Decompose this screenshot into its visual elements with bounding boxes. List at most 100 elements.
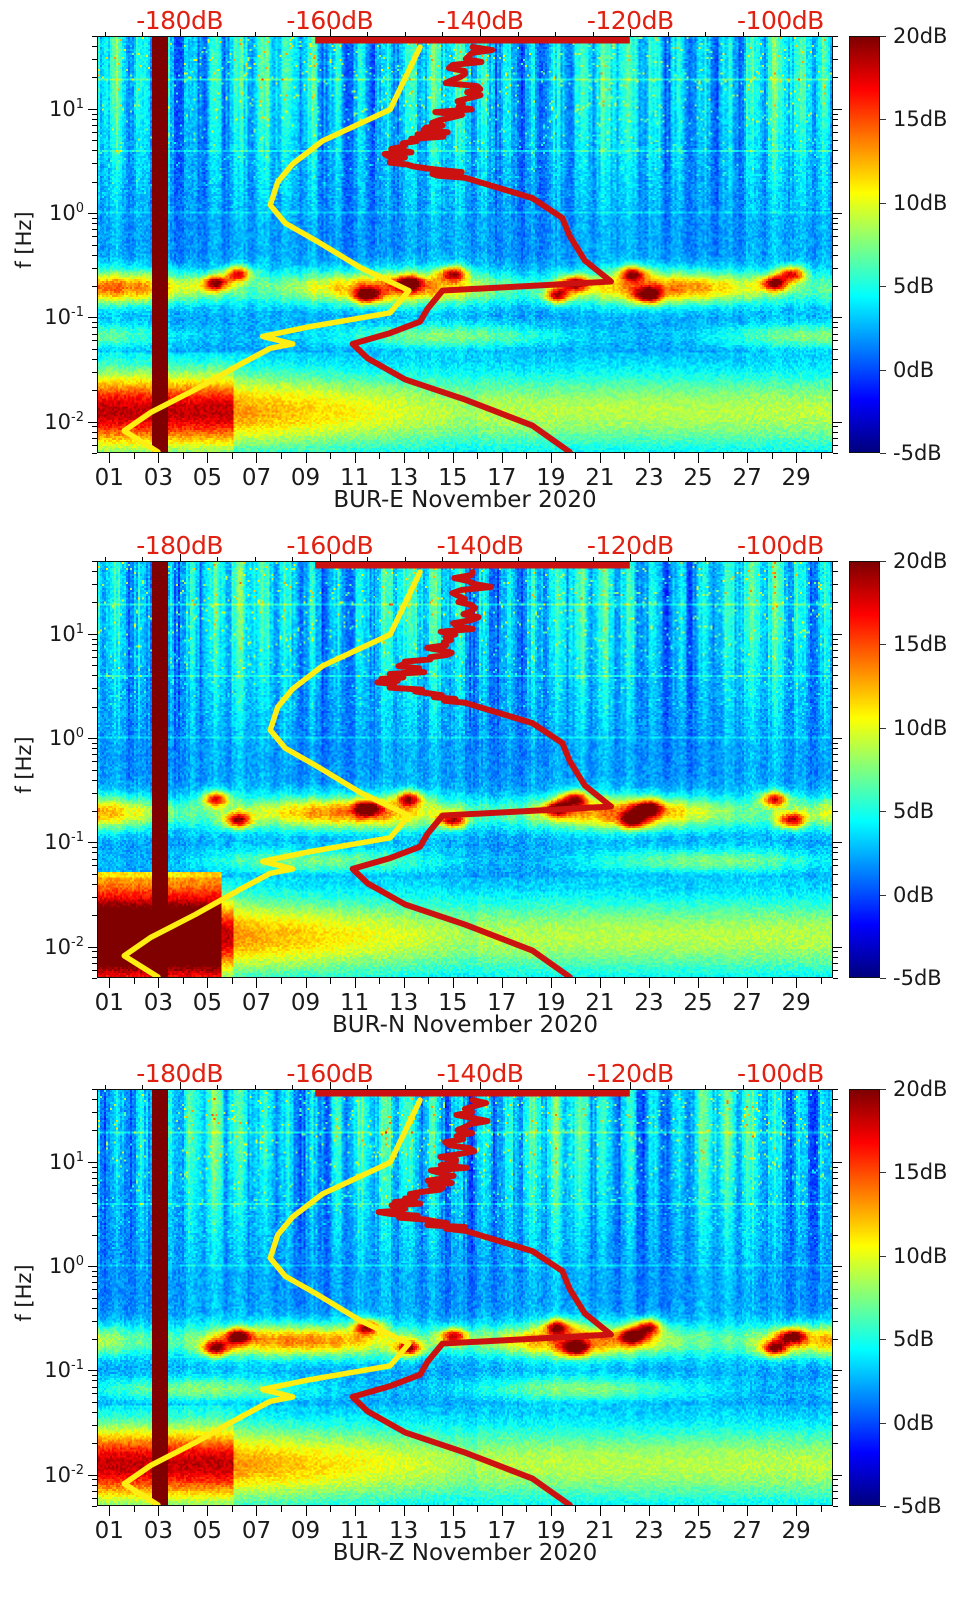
x-axis-label: 09	[290, 1518, 321, 1544]
y-axis-label: 101	[48, 96, 84, 121]
x-axis-tick	[722, 978, 724, 984]
x-axis-tick	[526, 453, 528, 459]
x-axis-tick	[231, 978, 233, 984]
y-axis-tick-right	[833, 236, 838, 238]
x-axis-label: 05	[192, 1518, 223, 1544]
x-axis-tick	[820, 1506, 822, 1512]
y-axis-tick	[92, 1338, 97, 1340]
plot-area-3	[97, 1089, 833, 1506]
db-tick	[780, 554, 782, 565]
colorbar-label: 10dB	[893, 190, 948, 215]
x-axis-label: 11	[339, 1518, 370, 1544]
x-axis-tick	[403, 1506, 405, 1516]
y-axis-tick	[92, 1297, 97, 1299]
y-axis-tick	[92, 761, 97, 763]
y-axis-tick	[92, 962, 97, 964]
y-axis-tick-right	[833, 108, 842, 110]
y-axis-tick	[92, 59, 97, 61]
x-axis-label: 27	[732, 1518, 762, 1544]
colorbar-tick	[880, 1506, 886, 1507]
y-axis-tick	[92, 163, 97, 165]
y-axis-tick	[88, 213, 97, 215]
y-axis-tick-right	[833, 1401, 838, 1403]
x-axis-tick	[207, 1506, 209, 1516]
y-axis-tick-right	[833, 1276, 838, 1278]
x-axis-tick	[698, 453, 700, 463]
y-axis-tick	[92, 1484, 97, 1486]
y-axis-tick-right	[833, 125, 838, 127]
plot-area-1	[97, 36, 833, 453]
y-axis-tick	[92, 140, 97, 142]
db-axis-label: -160dB	[286, 531, 374, 560]
y-axis-tick	[92, 327, 97, 329]
colorbar-tick	[880, 1172, 886, 1174]
colorbar-label: 5dB	[893, 799, 935, 824]
y-axis-tick-right	[833, 371, 838, 373]
y-axis-tick-right	[833, 113, 838, 115]
db-axis-label: -160dB	[286, 1059, 374, 1088]
panel-title-3: BUR-Z November 2020	[332, 1540, 598, 1566]
y-axis-tick	[92, 858, 97, 860]
y-axis-tick	[92, 223, 97, 225]
y-axis-tick	[92, 656, 97, 658]
colorbar-label: 5dB	[893, 274, 935, 299]
y-axis-tick-right	[833, 1161, 842, 1163]
y-axis-tick-right	[833, 150, 838, 152]
y-axis-tick-right	[833, 1307, 838, 1309]
y-axis-tick	[92, 779, 97, 781]
y-axis-tick-right	[833, 1375, 838, 1377]
db-tick	[630, 554, 632, 565]
x-axis-label: 03	[143, 465, 173, 491]
y-axis-tick	[92, 883, 97, 885]
db-tick	[480, 554, 482, 565]
y-axis-tick-right	[833, 223, 838, 225]
y-axis-tick-right	[833, 254, 838, 256]
y-axis-tick-right	[833, 444, 838, 446]
y-axis-label: 10-2	[44, 409, 84, 434]
y-axis-tick	[92, 322, 97, 324]
y-axis-tick	[92, 1234, 97, 1236]
x-axis-tick	[649, 978, 650, 988]
colorbar-label: 10dB	[893, 1243, 948, 1268]
x-axis-label: 09	[290, 465, 321, 491]
colorbar-2: -5dB 0dB 5dB 10dB 15dB 20dB	[849, 549, 959, 990]
x-axis-tick	[575, 453, 577, 459]
y-axis-tick	[92, 437, 97, 439]
y-axis-tick-right	[833, 1479, 838, 1481]
x-axis-label: 23	[634, 1518, 664, 1544]
y-axis-tick-right	[833, 915, 838, 917]
x-axis-tick	[231, 1506, 233, 1512]
y-axis-tick	[92, 390, 97, 392]
db-axis-label: -180dB	[136, 6, 223, 35]
y-axis-tick-right	[833, 77, 838, 79]
db-tick	[179, 1082, 181, 1093]
y-axis-tick-right	[833, 1474, 842, 1476]
x-axis-tick	[501, 453, 503, 463]
y-axis-tick	[92, 1386, 97, 1388]
y-axis-tick	[92, 1166, 97, 1168]
y-axis-tick-right	[833, 1411, 838, 1413]
y-axis-tick	[92, 792, 97, 794]
y-axis-tick-right	[833, 36, 838, 37]
y-axis-1: f [Hz] 10-2 10-1 100 101	[0, 36, 97, 454]
x-axis-tick	[477, 978, 479, 984]
y-axis-tick-right	[833, 951, 838, 953]
y-axis-tick	[92, 1282, 97, 1284]
x-axis-tick	[231, 453, 233, 459]
x-axis-tick	[550, 453, 552, 463]
x-axis-tick	[796, 1506, 798, 1516]
y-axis-tick-right	[833, 865, 838, 867]
y-axis-tick-right	[833, 244, 838, 246]
y-axis-tick	[92, 956, 97, 958]
noise-model-curves-2	[121, 562, 630, 977]
y-axis-tick-right	[833, 1266, 842, 1268]
y-axis-tick	[88, 317, 97, 319]
y-axis-tick-right	[833, 213, 842, 215]
y-axis-tick	[92, 706, 97, 708]
y-axis-tick-right	[833, 1497, 838, 1499]
y-axis-tick-right	[833, 847, 838, 849]
y-axis-tick	[92, 1270, 97, 1272]
y-axis-tick-right	[833, 317, 842, 319]
db-tick	[179, 29, 181, 40]
y-axis-tick	[92, 46, 97, 48]
